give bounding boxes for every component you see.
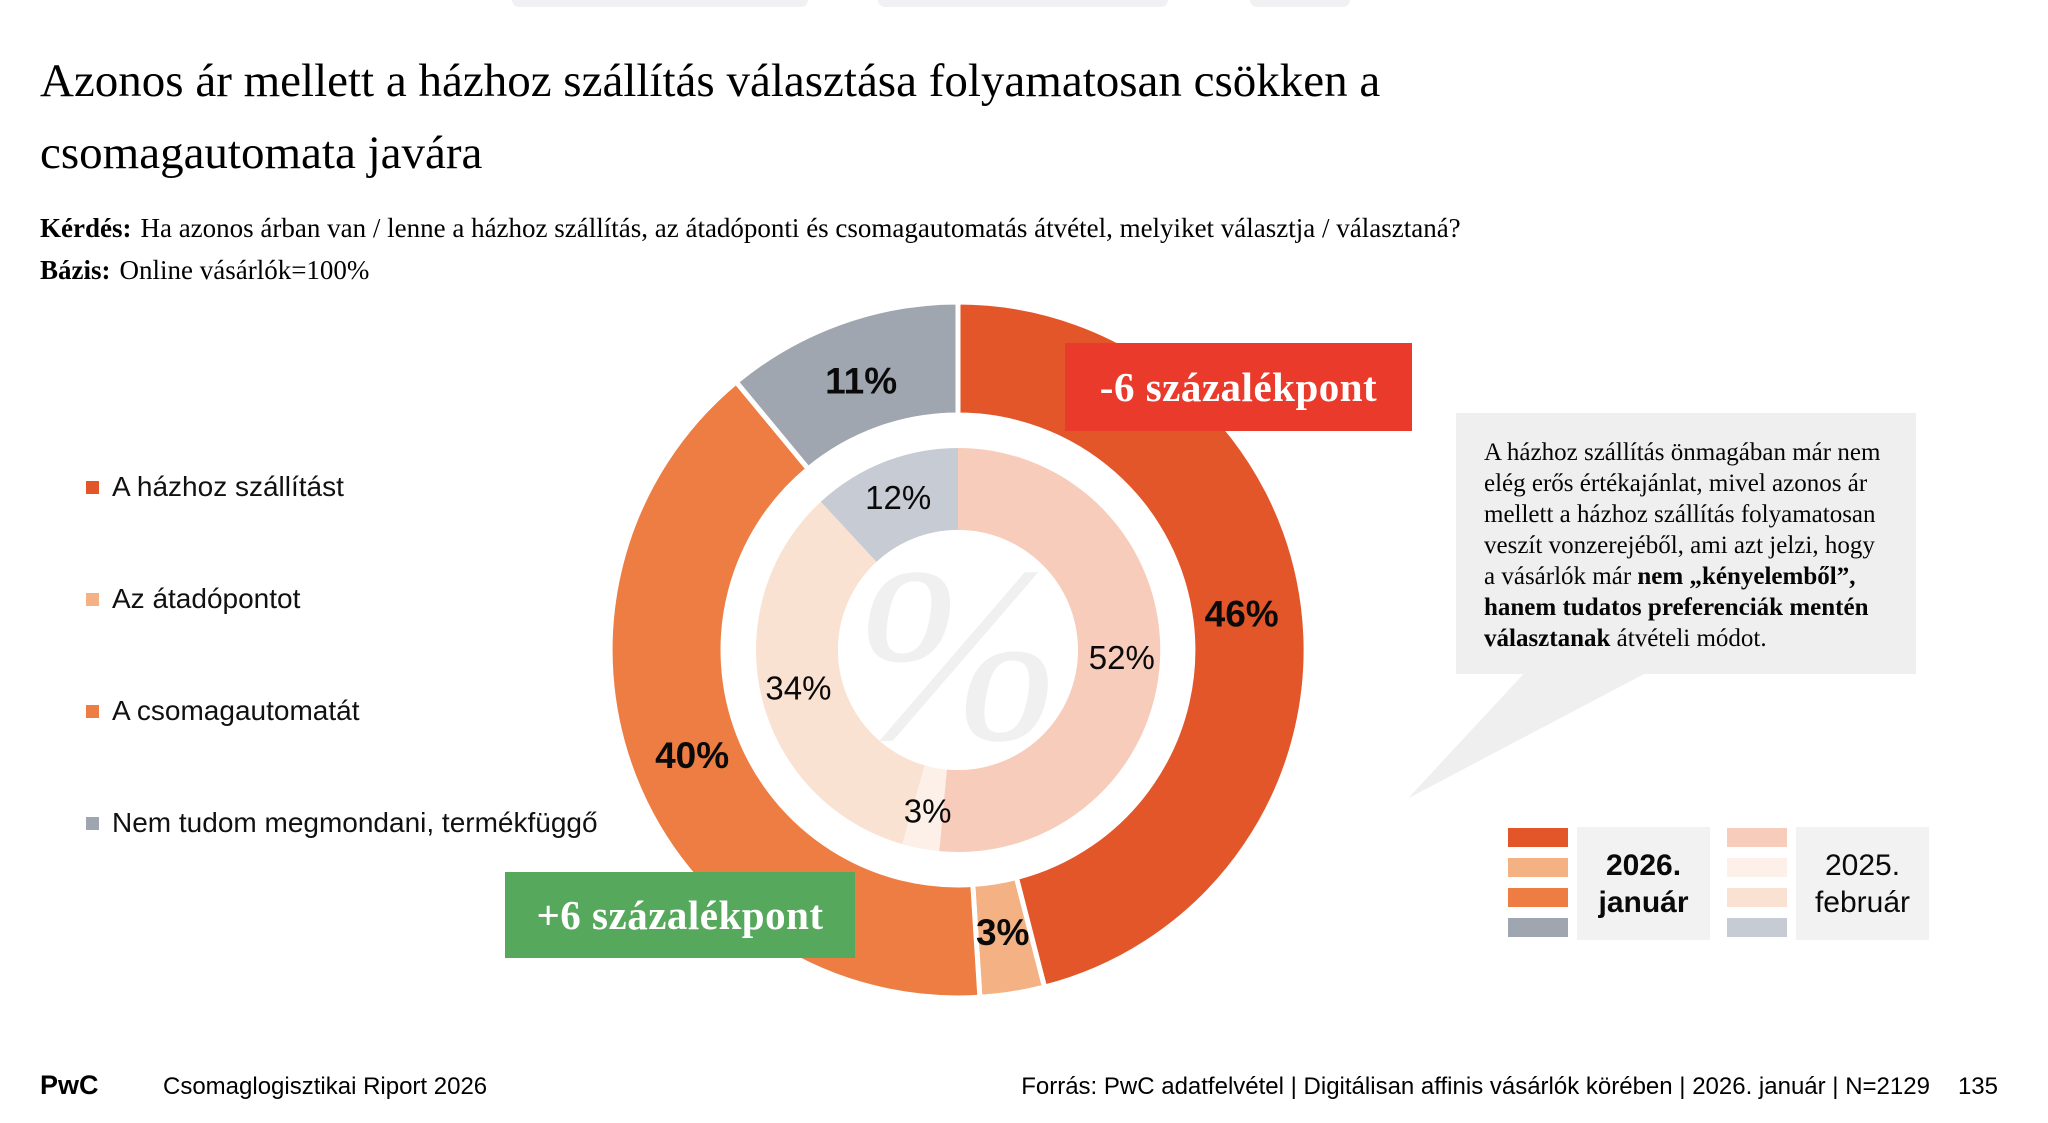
legend-item-parcel-locker: A csomagautomatát: [86, 694, 359, 728]
footer-page-number: 135: [1957, 1073, 1998, 1100]
question-text: Ha azonos árban van / lenne a házhoz szá…: [140, 213, 1461, 243]
period-swatch: [1508, 858, 1568, 877]
legend-label: A házhoz szállítást: [112, 471, 344, 502]
increase-badge-text: +6 százalékpont: [536, 892, 824, 938]
period-swatch: [1727, 888, 1787, 907]
question-line: Kérdés: Ha azonos árban van / lenne a ház…: [40, 213, 1461, 244]
callout-text-regular: átvételi módot.: [1610, 625, 1767, 652]
page-title-line1: Azonos ár mellett a házhoz szállítás vál…: [40, 55, 1381, 108]
donut-center-circle: [838, 530, 1078, 770]
legend-label: Nem tudom megmondani, termékfüggő: [112, 807, 598, 838]
period-swatch: [1508, 888, 1568, 907]
donut-segment-inner: [902, 765, 947, 852]
segment-value-label: 52%: [1089, 639, 1155, 676]
footer-report-title: Csomaglogisztikai Riport 2026: [163, 1073, 488, 1100]
window-tab-remnant: [1250, 0, 1350, 7]
legend-label: A csomagautomatát: [112, 695, 360, 726]
donut-segment-inner: [820, 448, 958, 562]
segment-value-label: 3%: [976, 912, 1029, 953]
period-label-line2: január: [1598, 885, 1689, 919]
basis-line: Bázis: Online vásárlók=100%: [40, 255, 369, 286]
period-swatch: [1727, 918, 1787, 937]
legend-item-dont-know: Nem tudom megmondani, termékfüggő: [86, 806, 598, 840]
period-label-line1: 2025.: [1824, 848, 1901, 882]
segment-value-label: 40%: [655, 735, 729, 776]
legend-swatch-pickup-point: [86, 592, 99, 606]
segment-value-label: 3%: [904, 793, 952, 830]
period-label-2025-february: 2025. február: [1796, 827, 1929, 940]
donut-segment-outer: [732, 299, 961, 473]
basis-text: Online vásárlók=100%: [119, 255, 370, 285]
period-label-line1: 2026.: [1605, 848, 1682, 882]
percent-watermark: %: [854, 517, 1062, 794]
basis-label: Bázis:: [40, 255, 111, 285]
segment-value-label: 11%: [825, 360, 897, 401]
window-tab-remnant: [512, 0, 808, 7]
period-group-2025-february: 2025. február: [1727, 827, 1929, 940]
page-title: Azonos ár mellett a házhoz szállítás vál…: [40, 45, 1680, 189]
donut-segment-inner: [939, 447, 1161, 852]
window-tab-remnant: [878, 0, 1168, 7]
legend-label: Az átadópontot: [112, 583, 301, 614]
legend-swatch-parcel-locker: [86, 704, 99, 718]
page-title-line2: csomagautomata javára: [40, 127, 483, 180]
period-swatch: [1727, 858, 1787, 877]
question-label: Kérdés:: [40, 213, 132, 243]
segment-value-label: 34%: [765, 669, 831, 706]
decrease-badge: -6 százalékpont: [1065, 343, 1412, 431]
period-label-line2: február: [1814, 885, 1911, 919]
period-swatch: [1508, 828, 1568, 847]
callout-box: A házhoz szállítás önmagában már nem elé…: [1456, 413, 1916, 674]
legend-swatch-home-delivery: [86, 480, 99, 494]
callout-text-bold: nem „kényelemből”, hanem tudatos prefere…: [1484, 563, 1869, 652]
decrease-badge-text: -6 százalékpont: [1099, 364, 1378, 410]
footer-right: Forrás: PwC adatfelvétel | Digitálisan a…: [1021, 1073, 1998, 1101]
footer-source: Forrás: PwC adatfelvétel | Digitálisan a…: [1021, 1073, 1930, 1100]
increase-badge: +6 százalékpont: [505, 872, 855, 958]
period-legend: 2026. január 2025. február: [1508, 827, 1929, 940]
period-swatches: [1508, 827, 1568, 940]
period-swatch: [1727, 828, 1787, 847]
segment-value-label: 46%: [1205, 594, 1279, 635]
period-group-2026-january: 2026. január: [1508, 827, 1710, 940]
period-swatch: [1508, 918, 1568, 937]
callout-text-regular: A házhoz szállítás önmagában már nem elé…: [1484, 439, 1881, 590]
period-label-2026-january: 2026. január: [1577, 827, 1710, 940]
donut-segment-inner: [755, 501, 925, 845]
legend-item-home-delivery: A házhoz szállítást: [86, 470, 344, 504]
segment-value-label: 12%: [865, 479, 931, 516]
legend-item-pickup-point: Az átadópontot: [86, 582, 300, 616]
legend-swatch-dont-know: [86, 816, 99, 830]
pwc-logo: PwC: [40, 1070, 99, 1100]
period-swatches: [1727, 827, 1787, 940]
